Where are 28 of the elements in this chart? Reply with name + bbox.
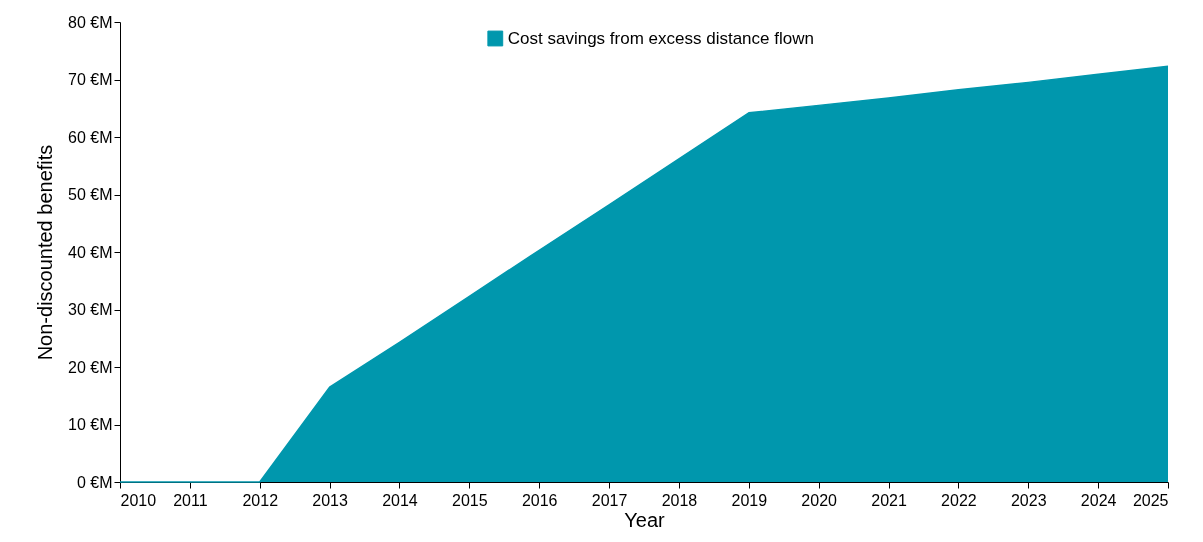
y-tick-label: 10 €M xyxy=(68,416,113,433)
x-tick-label: 2023 xyxy=(1010,491,1047,509)
x-axis-title: Year xyxy=(624,508,666,531)
x-tick-label: 2017 xyxy=(591,491,628,509)
x-tick-label: 2021 xyxy=(871,491,907,509)
x-tick-label: 2022 xyxy=(941,491,977,509)
x-tick-label: 2025 xyxy=(1132,491,1169,509)
y-tick-label: 50 €M xyxy=(68,186,113,203)
y-tick-label: 40 €M xyxy=(68,243,113,261)
y-tick-label: 0 €M xyxy=(76,473,113,491)
x-tick-label: 2010 xyxy=(120,491,157,509)
y-tick-label: 20 €M xyxy=(68,358,113,376)
x-tick-label: 2018 xyxy=(661,491,698,509)
x-tick-label: 2011 xyxy=(173,491,208,509)
x-tick-label: 2016 xyxy=(521,491,558,509)
x-tick-label: 2014 xyxy=(382,491,418,509)
y-axis-title: Non-discounted benefits xyxy=(34,144,57,361)
x-tick-label: 2019 xyxy=(731,491,768,509)
y-tick-label: 80 €M xyxy=(68,13,113,31)
y-tick-label: 60 €M xyxy=(68,128,113,146)
x-tick-label: 2015 xyxy=(452,491,488,509)
y-tick-label: 30 €M xyxy=(68,301,113,318)
x-tick-label: 2024 xyxy=(1080,491,1117,509)
x-tick-label: 2020 xyxy=(801,491,838,509)
legend-label: Cost savings from excess distance flown xyxy=(507,28,814,48)
y-tick-label: 70 €M xyxy=(68,71,113,88)
x-tick-label: 2013 xyxy=(312,491,348,509)
x-tick-label: 2012 xyxy=(242,491,279,509)
